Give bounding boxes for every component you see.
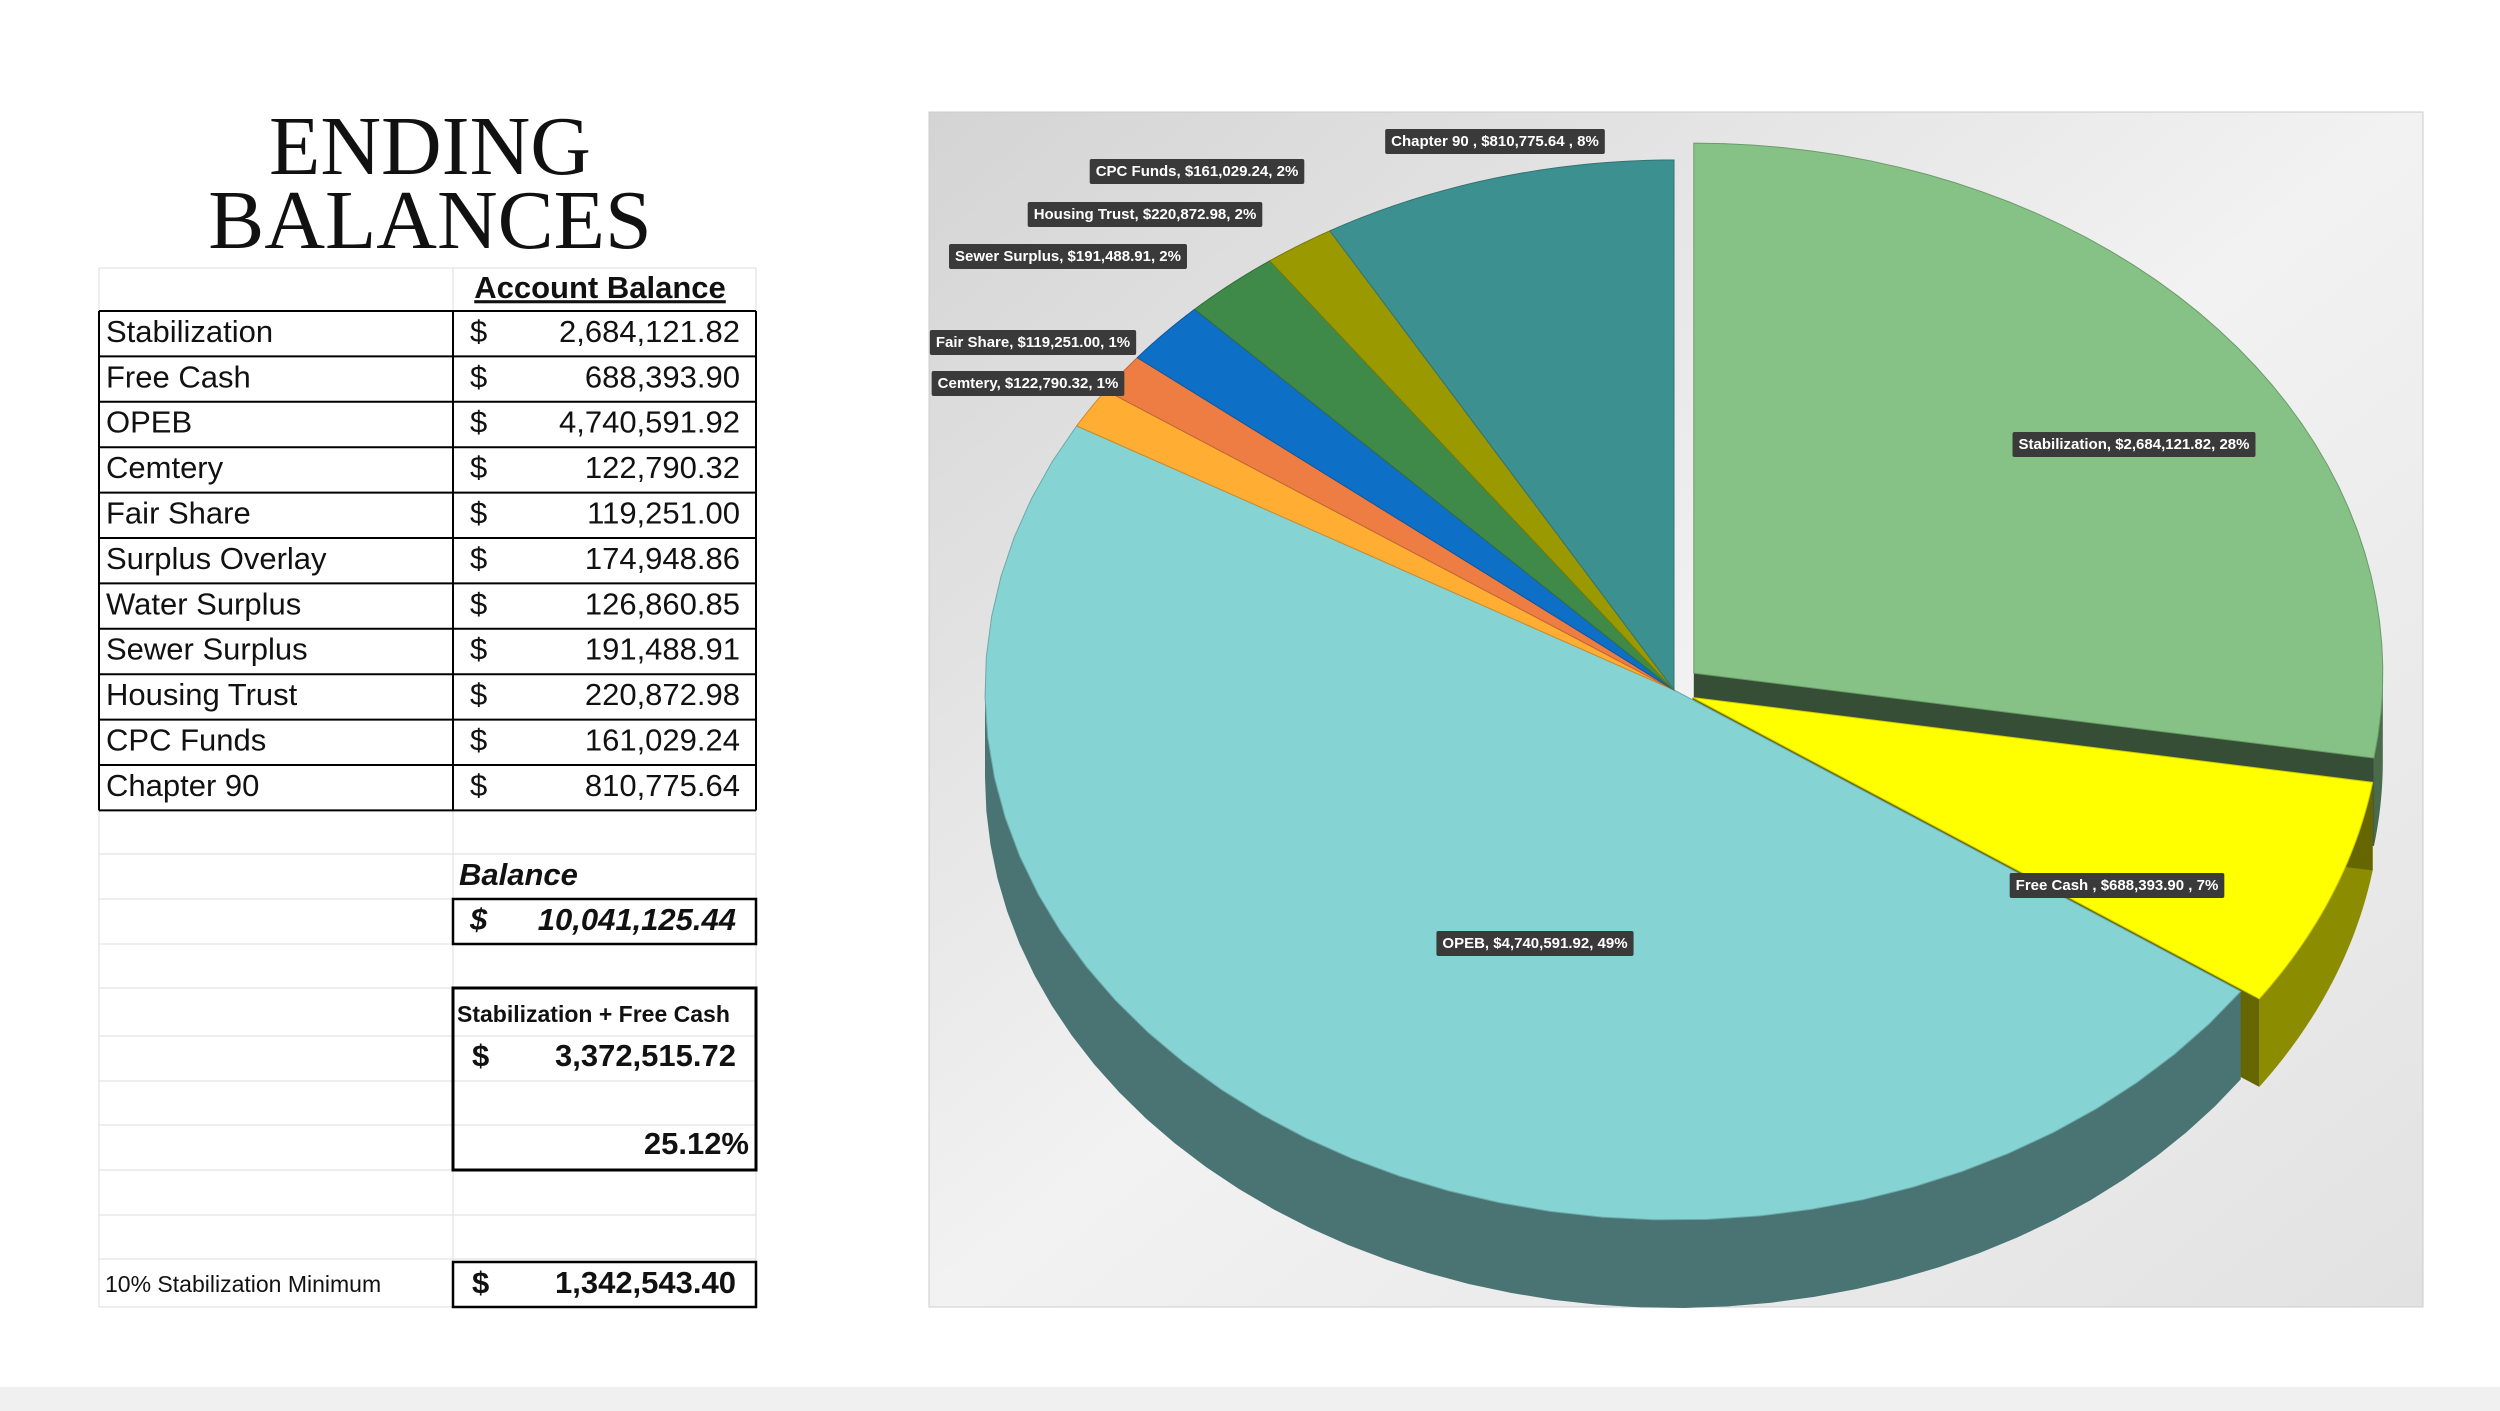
- data-label: Sewer Surplus, $191,488.91, 2%: [955, 248, 1181, 265]
- slice: [1268, 230, 1675, 691]
- row-label: Surplus Overlay: [106, 541, 327, 576]
- data-label-box: [2012, 431, 2256, 457]
- currency: $: [470, 314, 487, 349]
- data-label: Fair Share, $119,251.00, 1%: [936, 334, 1130, 351]
- data-label-box: [931, 370, 1125, 396]
- row-label: Stabilization: [106, 314, 273, 349]
- data-label: OPEB, $4,740,591.92, 49%: [1442, 935, 1627, 952]
- data-label: Stabilization, $2,684,121.82, 28%: [2019, 436, 2250, 453]
- data-label-box: [1089, 158, 1305, 184]
- data-label-box: [1027, 201, 1263, 227]
- currency: $: [470, 405, 487, 440]
- row-label: OPEB: [106, 405, 192, 440]
- minimum-label: 10% Stabilization Minimum: [105, 1271, 381, 1297]
- slice: [1136, 308, 1675, 691]
- amount: 2,684,121.82: [559, 314, 740, 349]
- stab-free-percent: 25.12%: [644, 1126, 749, 1161]
- bottom-bar: [0, 1387, 2500, 1411]
- slice: [1692, 696, 2374, 1000]
- amount: 4,740,591.92: [559, 405, 740, 440]
- currency: $: [470, 359, 487, 394]
- row-label: Water Surplus: [106, 586, 301, 621]
- currency: $: [470, 722, 487, 757]
- currency: $: [470, 450, 487, 485]
- data-label: Housing Trust, $220,872.98, 2%: [1034, 206, 1257, 223]
- title: ENDING BALANCES: [208, 100, 651, 267]
- slice: [1193, 260, 1675, 691]
- data-label-box: [949, 243, 1187, 269]
- total-box: [451, 897, 758, 946]
- currency: $: [470, 677, 487, 712]
- row-label: Cemtery: [106, 450, 224, 485]
- stab-free-amount: 3,372,515.72: [555, 1038, 736, 1073]
- row-label: Housing Trust: [106, 677, 298, 712]
- total-amount: 10,041,125.44: [538, 902, 736, 937]
- data-label: Cemtery, $122,790.32, 1%: [938, 375, 1119, 392]
- slice-side: [985, 690, 2241, 1308]
- amount: 126,860.85: [585, 586, 740, 621]
- currency: $: [470, 541, 487, 576]
- row-label: Chapter 90: [106, 768, 259, 803]
- balance-label: Balance: [459, 857, 578, 892]
- data-label: Free Cash , $688,393.90 , 7%: [2016, 877, 2219, 894]
- currency: $: [472, 1265, 489, 1300]
- row-label: CPC Funds: [106, 722, 266, 757]
- slice-side: [2259, 782, 2373, 1087]
- row-label: Sewer Surplus: [106, 632, 308, 667]
- amount: 220,872.98: [585, 677, 740, 712]
- data-label-box: [929, 329, 1137, 355]
- data-label: CPC Funds, $161,029.24, 2%: [1096, 163, 1299, 180]
- currency: $: [470, 495, 487, 530]
- amount: 122,790.32: [585, 450, 740, 485]
- amount: 810,775.64: [585, 768, 740, 803]
- currency: $: [472, 1038, 489, 1073]
- slice: [1329, 159, 1675, 692]
- slice: [984, 425, 2242, 1221]
- column-header: Account Balance: [474, 270, 726, 305]
- data-label-box: [1385, 128, 1605, 154]
- currency: $: [469, 902, 488, 937]
- data-label-box: [2009, 872, 2225, 898]
- data-label: Chapter 90 , $810,775.64 , 8%: [1391, 133, 1599, 150]
- row-label: Free Cash: [106, 359, 251, 394]
- amount: 119,251.00: [587, 495, 740, 530]
- amount: 161,029.24: [585, 722, 740, 757]
- row-label: Fair Share: [106, 495, 251, 530]
- currency: $: [470, 768, 487, 803]
- pie-chart: Stabilization, $2,684,121.82, 28% Free Ca…: [929, 128, 2384, 1308]
- stab-free-box: [451, 986, 758, 1172]
- minimum-amount: 1,342,543.40: [555, 1265, 736, 1300]
- minimum-box: [451, 1260, 758, 1309]
- currency: $: [470, 632, 487, 667]
- currency: $: [470, 586, 487, 621]
- stab-free-label: Stabilization + Free Cash: [457, 1001, 730, 1027]
- amount: 174,948.86: [585, 541, 740, 576]
- amount: 191,488.91: [585, 632, 740, 667]
- data-label-box: [1436, 930, 1634, 956]
- amount: 688,393.90: [585, 359, 740, 394]
